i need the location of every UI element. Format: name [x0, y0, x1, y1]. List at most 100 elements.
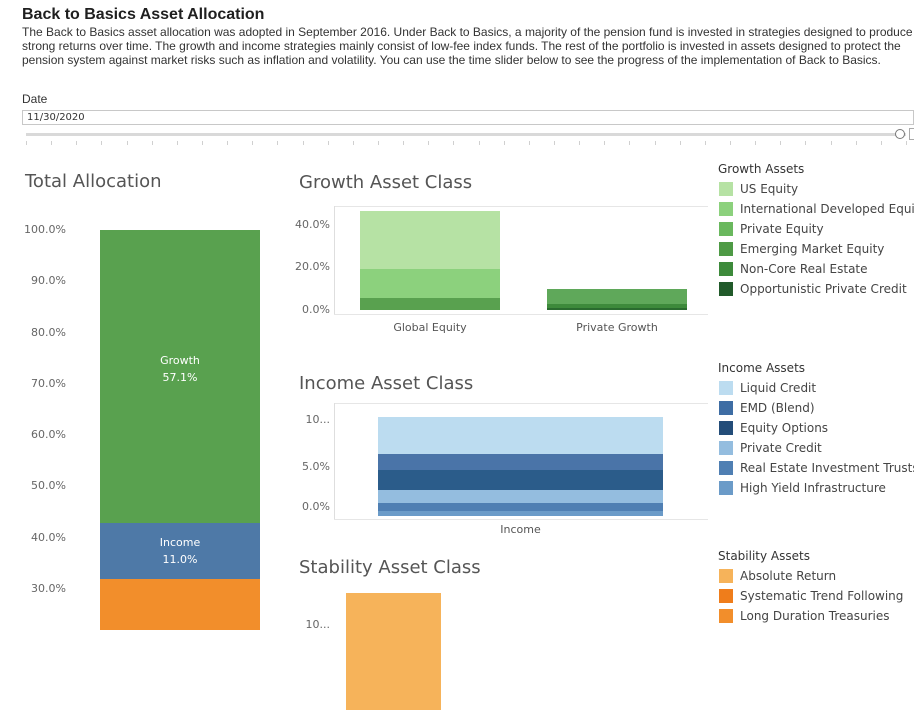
- slider-tick: [76, 141, 78, 145]
- legend-swatch: [719, 421, 733, 435]
- y-axis-tick-label: 90.0%: [31, 274, 66, 288]
- segment-label-growth: Growth: [160, 354, 200, 368]
- slider-tick: [428, 141, 430, 145]
- x-axis-category-label: Income: [500, 523, 541, 536]
- legend-label: High Yield Infrastructure: [740, 481, 886, 495]
- slider-tick: [503, 141, 505, 145]
- growth-bar-emerging-market-equity[interactable]: [360, 298, 500, 310]
- legend-swatch: [719, 282, 733, 296]
- slider-tick: [906, 141, 907, 145]
- slider-tick: [51, 141, 53, 145]
- legend-swatch: [719, 481, 733, 495]
- growth-asset-class-title: Growth Asset Class: [299, 172, 473, 193]
- legend-label: Non-Core Real Estate: [740, 262, 868, 276]
- legend-swatch: [719, 589, 733, 603]
- y-axis-line: [334, 403, 335, 519]
- y-axis-tick-label: 50.0%: [31, 479, 66, 493]
- slider-tick: [352, 141, 354, 145]
- growth-bar-us-equity[interactable]: [360, 211, 500, 270]
- legend-label: US Equity: [740, 182, 799, 196]
- slider-tick: [679, 141, 681, 145]
- y-axis-tick-label: 20.0%: [295, 260, 330, 274]
- slider-tick: [403, 141, 405, 145]
- stability-legend-title: Stability Assets: [718, 549, 810, 563]
- income-bar-emd-blend[interactable]: [378, 453, 663, 471]
- date-filter-label: Date: [22, 92, 48, 106]
- growth-bar-private-equity[interactable]: [547, 288, 687, 305]
- growth-bar-non-core-real-estate[interactable]: [547, 304, 687, 308]
- y-axis-tick-label: 100.0%: [24, 223, 66, 236]
- slider-tick: [528, 141, 530, 145]
- growth-bar-opportunistic-private-credit[interactable]: [547, 307, 687, 310]
- legend-label: Systematic Trend Following: [740, 589, 904, 603]
- income-bar-liquid-credit[interactable]: [378, 417, 663, 454]
- total-bar-segment-growth[interactable]: [100, 230, 260, 523]
- stability-bar-absolute-return[interactable]: [346, 593, 441, 710]
- plot-top-border: [334, 206, 708, 207]
- slider-tick: [202, 141, 203, 145]
- page-title: Back to Basics Asset Allocation: [22, 6, 265, 23]
- total-allocation-title: Total Allocation: [25, 171, 162, 192]
- slider-tick: [830, 141, 832, 145]
- plot-bottom-border: [334, 314, 708, 315]
- y-axis-tick-label: 60.0%: [31, 428, 66, 442]
- slider-tick: [26, 141, 27, 145]
- slider-tick: [554, 141, 555, 145]
- slider-tick: [126, 141, 128, 145]
- legend-swatch: [719, 609, 733, 623]
- segment-label-income: Income: [159, 535, 201, 549]
- slider-tick: [227, 141, 229, 145]
- plot-top-border: [334, 403, 708, 404]
- legend-label: Long Duration Treasuries: [740, 609, 890, 623]
- y-axis-tick-label: 10...: [305, 618, 331, 631]
- legend-swatch: [719, 461, 733, 475]
- slider-tick: [378, 141, 379, 145]
- slider-tick: [252, 141, 254, 145]
- y-axis-tick-label: 30.0%: [31, 581, 66, 595]
- y-axis-tick-label: 70.0%: [31, 376, 66, 390]
- date-slider-end-cap: [909, 128, 914, 140]
- legend-label: Private Equity: [740, 222, 824, 236]
- slider-tick: [880, 141, 882, 145]
- slider-tick: [478, 141, 480, 145]
- legend-label: Emerging Market Equity: [740, 242, 885, 256]
- legend-swatch: [719, 569, 733, 583]
- segment-value-growth: 57.1%: [162, 371, 198, 385]
- slider-tick: [327, 141, 329, 145]
- slider-tick: [629, 141, 631, 145]
- legend-swatch: [719, 182, 733, 196]
- total-bar-segment-stability[interactable]: [100, 579, 260, 630]
- legend-swatch: [719, 242, 733, 256]
- income-bar-real-estate-investment-trusts[interactable]: [378, 503, 663, 512]
- slider-tick: [704, 141, 706, 145]
- y-axis-tick-label: 40.0%: [295, 217, 330, 231]
- legend-label: International Developed Equity: [740, 202, 914, 216]
- slider-tick: [277, 141, 279, 145]
- growth-bar-international-developed-equity[interactable]: [360, 269, 500, 299]
- legend-label: Liquid Credit: [740, 381, 817, 395]
- slider-tick: [654, 141, 656, 145]
- slider-tick: [101, 141, 103, 145]
- date-slider-track[interactable]: [26, 133, 906, 136]
- y-axis-tick-label: 40.0%: [31, 530, 66, 544]
- legend-swatch: [719, 262, 733, 276]
- x-axis-category-label: Global Equity: [393, 321, 467, 334]
- income-bar-high-yield-infrastructure[interactable]: [378, 511, 663, 516]
- legend-swatch: [719, 202, 733, 216]
- income-legend-title: Income Assets: [718, 361, 806, 375]
- legend-swatch: [719, 401, 733, 415]
- legend-label: Equity Options: [740, 421, 829, 435]
- legend-label: EMD (Blend): [740, 401, 815, 415]
- y-axis-tick-label: 10...: [305, 413, 331, 426]
- total-bar-segment-income[interactable]: [100, 522, 260, 580]
- plot-bottom-border: [334, 519, 708, 520]
- income-bar-equity-options[interactable]: [378, 470, 663, 490]
- y-axis-tick-label: 80.0%: [31, 325, 66, 339]
- slider-tick: [151, 141, 153, 145]
- income-bar-private-credit[interactable]: [378, 489, 663, 504]
- slider-tick: [604, 141, 606, 145]
- date-filter-input[interactable]: 11/30/2020: [22, 110, 914, 125]
- y-axis-tick-label: 0.0%: [302, 500, 330, 513]
- x-axis-category-label: Private Growth: [576, 321, 658, 334]
- date-slider-handle[interactable]: [895, 129, 905, 139]
